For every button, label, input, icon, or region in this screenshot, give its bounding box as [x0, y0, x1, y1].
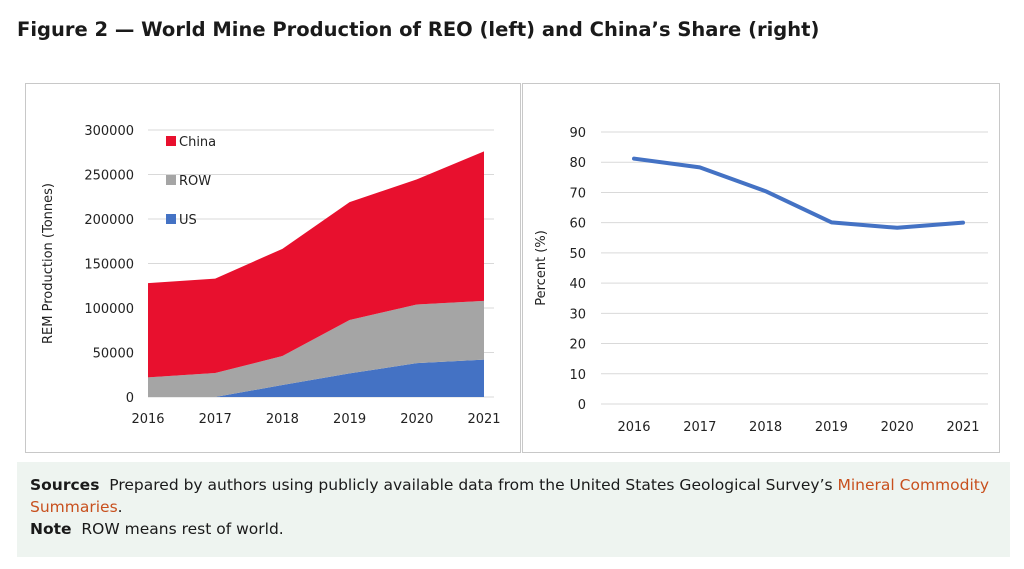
area-row	[148, 300, 484, 397]
mineral-commodity-summaries-link[interactable]: Mineral Commodity Summaries	[30, 476, 990, 516]
y-tick-label: 200000	[84, 213, 134, 228]
area-china	[148, 151, 484, 378]
y-tick-label: 10	[569, 368, 586, 383]
y-tick-label: 60	[569, 217, 586, 232]
china-share-line	[632, 156, 965, 230]
x-tick-label: 2021	[946, 420, 979, 435]
x-tick-label: 2020	[881, 420, 914, 435]
y-tick-label: 20	[569, 338, 586, 353]
y-tick-label: 80	[569, 156, 586, 171]
legend-label-row: ROW	[179, 174, 211, 189]
area-us	[148, 359, 484, 397]
china-share-line-chart: 0 10 20 30 40 50 60 70 80 90 2016 2017 2018 2019 2020 2…	[534, 126, 988, 435]
y-tick-label: 0	[578, 398, 586, 413]
share-chart-panel: 0 10 20 30 40 50 60 70 80 90 2016 2017 2018 2019 2020 2…	[522, 83, 1000, 453]
y-axis-label: Percent (%)	[534, 230, 549, 306]
x-tick-label: 2017	[199, 412, 232, 427]
sources-label: Sources	[30, 476, 100, 494]
x-tick-label: 2020	[400, 412, 433, 427]
y-tick-label: 40	[569, 277, 586, 292]
legend-label-china: China	[179, 135, 216, 150]
y-tick-label: 90	[569, 126, 586, 141]
y-axis-label: REM Production (Tonnes)	[41, 183, 56, 344]
x-tick-label: 2019	[815, 420, 848, 435]
legend-swatch-china	[166, 136, 176, 146]
x-tick-label: 2021	[467, 412, 500, 427]
x-tick-label: 2016	[617, 420, 650, 435]
x-tick-label: 2016	[131, 412, 164, 427]
note-text: ROW means rest of world.	[81, 520, 284, 538]
y-tick-label: 50	[569, 247, 586, 262]
x-tick-label: 2018	[749, 420, 782, 435]
production-area-chart: 0 50000 100000 150000 200000 250000 300000 2016…	[41, 124, 501, 427]
y-tick-label: 70	[569, 186, 586, 201]
y-tick-label: 50000	[93, 347, 134, 362]
y-tick-label: 100000	[84, 302, 134, 317]
x-tick-label: 2019	[333, 412, 366, 427]
y-tick-label: 0	[126, 391, 134, 406]
y-tick-label: 150000	[84, 258, 134, 273]
note-label: Note	[30, 520, 72, 538]
y-tick-label: 300000	[84, 124, 134, 139]
legend-label-us: US	[179, 213, 197, 228]
production-chart-panel: 0 50000 100000 150000 200000 250000 300000 2016…	[25, 83, 521, 453]
period: .	[117, 498, 123, 516]
legend-swatch-us	[166, 214, 176, 224]
x-tick-label: 2017	[683, 420, 716, 435]
x-tick-label: 2018	[266, 412, 299, 427]
y-tick-label: 250000	[84, 169, 134, 184]
y-tick-label: 30	[569, 307, 586, 322]
sources-text: Prepared by authors using publicly avail…	[109, 476, 838, 494]
legend-swatch-row	[166, 175, 176, 185]
figure-footer: Sources Prepared by authors using public…	[17, 462, 1010, 557]
figure-title: Figure 2 — World Mine Production of REO …	[17, 18, 820, 41]
